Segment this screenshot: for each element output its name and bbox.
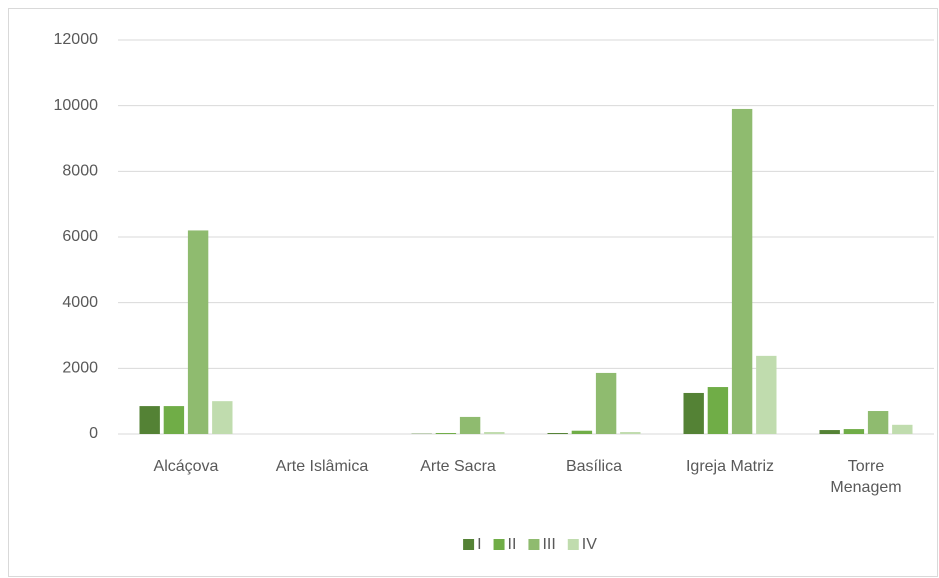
bar bbox=[212, 401, 233, 434]
y-tick-label: 4000 bbox=[62, 294, 98, 311]
y-tick-label: 8000 bbox=[62, 163, 98, 180]
y-tick-label: 6000 bbox=[62, 228, 98, 245]
bar bbox=[620, 432, 641, 434]
x-tick-label: Arte Sacra bbox=[420, 458, 496, 475]
bar bbox=[892, 424, 913, 434]
bar bbox=[595, 372, 617, 434]
legend-swatch bbox=[463, 539, 475, 550]
x-tick-label: Torre Menagem bbox=[830, 458, 902, 496]
y-tick-label: 12000 bbox=[54, 31, 99, 48]
bar bbox=[867, 411, 889, 434]
legend-label: IV bbox=[582, 536, 597, 553]
y-tick-label: 0 bbox=[89, 425, 98, 442]
bar bbox=[571, 430, 593, 434]
bar bbox=[435, 433, 457, 434]
x-tick-label: Igreja Matriz bbox=[685, 458, 775, 475]
bar bbox=[163, 406, 185, 434]
y-tick-label: 10000 bbox=[54, 97, 99, 114]
bar bbox=[707, 387, 729, 434]
x-tick-label: Alcáçova bbox=[153, 458, 219, 475]
legend-swatch bbox=[567, 539, 579, 550]
bar bbox=[459, 416, 481, 434]
x-tick-label: Basílica bbox=[565, 458, 623, 475]
bar bbox=[139, 406, 160, 434]
y-tick-label: 2000 bbox=[62, 360, 98, 377]
legend-label: III bbox=[542, 536, 555, 553]
chart-frame bbox=[8, 8, 938, 577]
bar bbox=[843, 429, 865, 434]
bar bbox=[819, 430, 840, 434]
bar bbox=[484, 432, 505, 434]
legend-swatch bbox=[528, 539, 540, 550]
bar bbox=[683, 392, 704, 434]
bar bbox=[756, 355, 777, 434]
legend-label: I bbox=[477, 536, 481, 553]
bar bbox=[731, 108, 753, 434]
legend-swatch bbox=[493, 539, 505, 550]
bar bbox=[187, 230, 209, 434]
x-tick-label: Arte Islâmica bbox=[275, 458, 369, 475]
bar bbox=[547, 433, 568, 434]
legend-label: II bbox=[508, 536, 517, 553]
